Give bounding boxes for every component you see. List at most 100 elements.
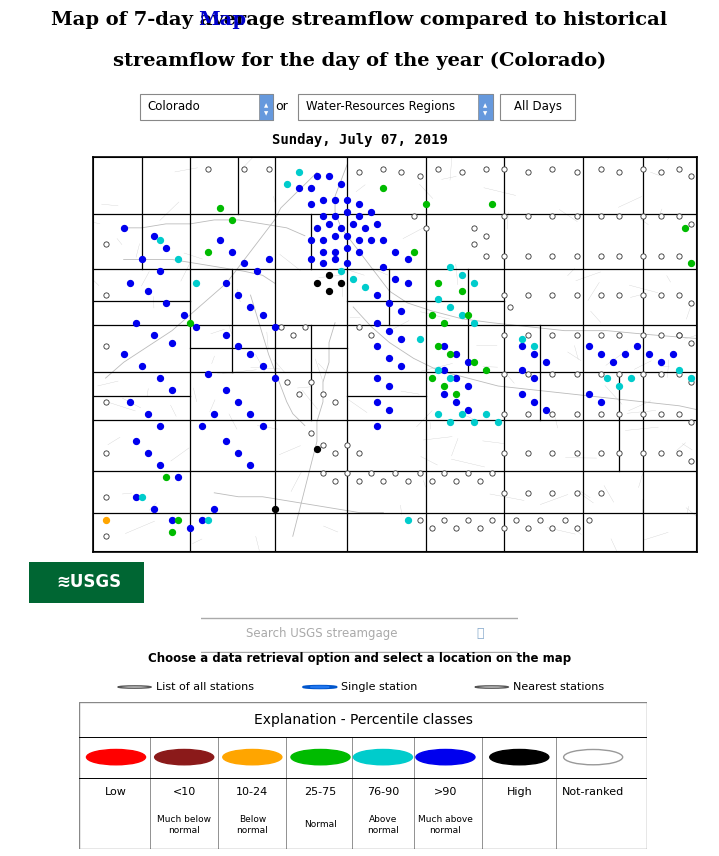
Point xyxy=(420,221,431,235)
Point xyxy=(420,197,431,211)
Point xyxy=(154,372,165,385)
Point xyxy=(637,367,649,381)
Text: streamflow for the day of the year (Colorado): streamflow for the day of the year (Colo… xyxy=(113,52,606,70)
Circle shape xyxy=(490,750,549,764)
Point xyxy=(462,308,474,322)
Point xyxy=(305,253,316,266)
Point xyxy=(450,395,462,408)
Point xyxy=(486,514,498,527)
Point xyxy=(686,257,697,270)
Point xyxy=(317,233,329,247)
Point xyxy=(450,474,462,488)
Point xyxy=(311,443,323,456)
Point xyxy=(354,233,365,247)
Point xyxy=(444,300,456,314)
Point xyxy=(498,328,510,342)
Text: Low: Low xyxy=(105,788,127,798)
Point xyxy=(118,221,129,235)
Point xyxy=(462,379,474,393)
Point xyxy=(595,288,607,302)
Point xyxy=(480,249,492,263)
Point xyxy=(414,467,426,480)
Point xyxy=(173,253,184,266)
Point xyxy=(595,328,607,342)
Point xyxy=(456,284,467,298)
Point xyxy=(239,162,250,175)
Point xyxy=(342,257,353,270)
Point xyxy=(305,233,316,247)
Point xyxy=(468,221,480,235)
Point xyxy=(166,336,178,349)
Point xyxy=(613,407,625,420)
Point xyxy=(438,316,449,330)
Circle shape xyxy=(416,750,475,764)
Point xyxy=(656,447,667,461)
Point xyxy=(342,241,353,254)
Point xyxy=(571,288,582,302)
Point xyxy=(118,348,129,361)
Point xyxy=(354,447,365,461)
Point xyxy=(450,372,462,385)
Point xyxy=(244,348,256,361)
Point xyxy=(354,165,365,179)
Point xyxy=(486,197,498,211)
Point xyxy=(450,387,462,401)
Point xyxy=(523,165,534,179)
Point xyxy=(148,328,160,342)
Circle shape xyxy=(475,686,508,688)
Point xyxy=(438,387,449,401)
Point xyxy=(475,474,486,488)
Point xyxy=(571,209,582,223)
Point xyxy=(637,288,649,302)
Point xyxy=(571,521,582,535)
Point xyxy=(124,395,135,408)
Point xyxy=(384,379,395,393)
Point xyxy=(414,514,426,527)
Point xyxy=(432,162,444,175)
Point xyxy=(269,320,280,334)
Point xyxy=(480,229,492,242)
Point xyxy=(299,320,311,334)
Point xyxy=(124,276,135,290)
Point xyxy=(498,486,510,500)
Text: >90: >90 xyxy=(434,788,457,798)
Point xyxy=(166,526,178,539)
Point xyxy=(173,470,184,484)
Point xyxy=(257,360,268,373)
Point xyxy=(432,276,444,290)
Point xyxy=(613,288,625,302)
Point xyxy=(329,209,341,223)
Point xyxy=(342,438,353,452)
Point xyxy=(335,265,347,278)
Point xyxy=(360,221,371,235)
Point xyxy=(311,221,323,235)
Point xyxy=(510,514,522,527)
Point xyxy=(546,486,558,500)
Point xyxy=(160,296,172,310)
Point xyxy=(607,355,618,369)
Point xyxy=(311,276,323,290)
Point xyxy=(456,269,467,282)
Point xyxy=(450,348,462,361)
Point xyxy=(160,241,172,254)
Point xyxy=(637,328,649,342)
Point xyxy=(293,165,305,179)
Point xyxy=(317,438,329,452)
Point xyxy=(595,348,607,361)
Point xyxy=(523,288,534,302)
Point xyxy=(686,169,697,183)
Point xyxy=(365,205,377,219)
Point xyxy=(317,209,329,223)
Point xyxy=(438,379,449,393)
Point xyxy=(166,514,178,527)
Circle shape xyxy=(155,750,214,764)
Point xyxy=(214,201,226,215)
Point xyxy=(516,340,528,354)
FancyBboxPatch shape xyxy=(259,94,273,120)
Point xyxy=(365,328,377,342)
Point xyxy=(244,458,256,472)
FancyBboxPatch shape xyxy=(198,618,521,651)
Point xyxy=(498,288,510,302)
Point xyxy=(523,521,534,535)
Point xyxy=(613,447,625,461)
